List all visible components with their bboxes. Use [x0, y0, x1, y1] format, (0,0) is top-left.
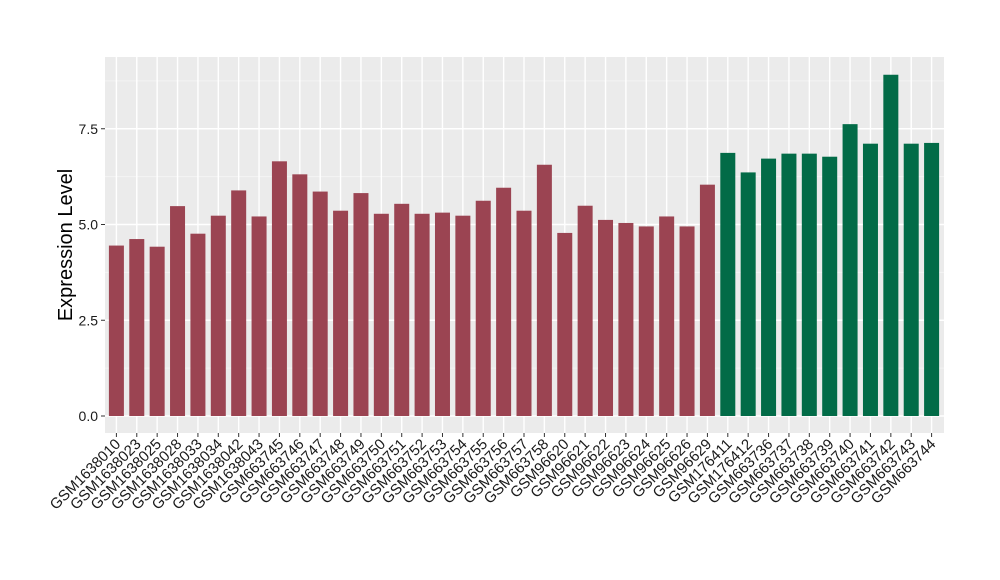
bar-gsm663754: [455, 215, 471, 416]
bar-gsm1638034: [210, 215, 226, 416]
bar-gsm663743: [903, 143, 919, 416]
bar-gsm663752: [414, 213, 430, 416]
bar-gsm96629: [699, 184, 715, 416]
bar-gsm96625: [659, 216, 675, 416]
bar-gsm663738: [801, 153, 817, 416]
bar-gsm96626: [679, 226, 695, 416]
bar-gsm663739: [822, 156, 838, 416]
bar-gsm663757: [516, 210, 532, 416]
y-tick-label: 0.0: [79, 408, 99, 424]
bar-gsm1638028: [170, 206, 186, 416]
bar-gsm96624: [638, 226, 654, 416]
y-tick-label: 2.5: [79, 312, 99, 328]
bar-gsm1638023: [129, 239, 145, 416]
bar-gsm663744: [924, 142, 940, 417]
bar-gsm663740: [842, 124, 858, 417]
bar-gsm1638010: [108, 245, 124, 416]
bar-gsm663746: [292, 174, 308, 416]
bar-gsm176412: [740, 172, 756, 416]
bar-gsm663742: [883, 74, 899, 416]
y-axis: 0.0 2.5 5.0 7.5: [79, 121, 105, 424]
bar-gsm96622: [598, 219, 614, 416]
x-axis: GSM1638010GSM1638023GSM1638025GSM1638028…: [47, 433, 939, 513]
bar-gsm663751: [394, 203, 410, 416]
bar-gsm1638042: [231, 190, 247, 416]
bar-gsm663753: [434, 212, 450, 416]
bar-gsm663745: [271, 161, 287, 416]
bar-gsm663741: [862, 143, 878, 416]
bar-gsm663736: [761, 158, 777, 416]
bar-gsm663755: [475, 200, 491, 416]
y-tick-label: 5.0: [79, 217, 99, 233]
bar-gsm96620: [557, 232, 573, 416]
bar-gsm663756: [496, 187, 512, 416]
bar-gsm663749: [353, 193, 369, 416]
bar-gsm663737: [781, 153, 797, 416]
bar-gsm96623: [618, 222, 634, 416]
bar-gsm663747: [312, 191, 328, 416]
bar-gsm176411: [720, 152, 736, 416]
bar-gsm1638025: [149, 246, 165, 416]
bar-gsm96621: [577, 205, 593, 416]
bar-gsm663748: [333, 210, 349, 416]
bar-gsm1638033: [190, 233, 206, 416]
bars-group: [108, 74, 940, 417]
y-tick-label: 7.5: [79, 121, 99, 137]
bar-gsm1638043: [251, 216, 267, 416]
bar-gsm663750: [373, 213, 389, 416]
bar-gsm663758: [536, 164, 552, 416]
y-axis-title: Expression Level: [55, 169, 77, 321]
